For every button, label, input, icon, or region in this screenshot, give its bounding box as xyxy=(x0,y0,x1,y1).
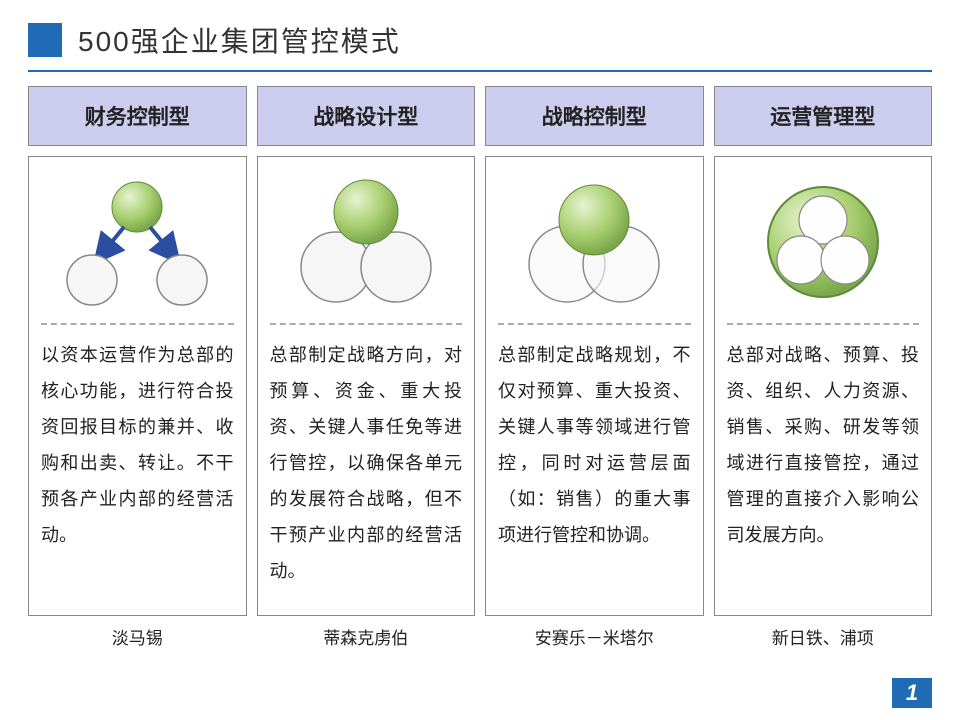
column-header: 战略设计型 xyxy=(257,86,476,146)
column-header: 财务控制型 xyxy=(28,86,247,146)
column-example: 淡马锡 xyxy=(28,616,247,649)
column-strategic-control: 战略控制型 xyxy=(485,86,704,649)
column-description: 总部制定战略方向，对预算、资金、重大投资、关键人事任免等进行管控，以确保各单元的… xyxy=(270,337,463,589)
column-description: 总部制定战略规划，不仅对预算、重大投资、关键人事等领域进行管控，同时对运营层面（… xyxy=(498,337,691,553)
column-description: 总部对战略、预算、投资、组织、人力资源、销售、采购、研发等领域进行直接管控，通过… xyxy=(727,337,920,553)
diagram-operational xyxy=(727,167,920,317)
diagram-strategic-design xyxy=(270,167,463,317)
divider xyxy=(270,323,463,325)
divider xyxy=(498,323,691,325)
column-body: 总部制定战略规划，不仅对预算、重大投资、关键人事等领域进行管控，同时对运营层面（… xyxy=(485,156,704,616)
column-header: 战略控制型 xyxy=(485,86,704,146)
diagram-strategic-control xyxy=(498,167,691,317)
column-operational: 运营管理型 xyxy=(714,86,933,649)
divider xyxy=(41,323,234,325)
slide: 500强企业集团管控模式 财务控制型 xyxy=(0,0,960,720)
column-strategic-design: 战略设计型 xyxy=(257,86,476,649)
column-example: 蒂森克虏伯 xyxy=(257,616,476,649)
column-header: 运营管理型 xyxy=(714,86,933,146)
slide-title: 500强企业集团管控模式 xyxy=(78,20,401,60)
columns-container: 财务控制型 xyxy=(28,86,932,649)
diagram-financial xyxy=(41,167,234,317)
title-row: 500强企业集团管控模式 xyxy=(28,20,932,72)
page-number: 1 xyxy=(892,678,932,708)
column-financial: 财务控制型 xyxy=(28,86,247,649)
column-description: 以资本运营作为总部的核心功能，进行符合投资回报目标的兼并、收购和出卖、转让。不干… xyxy=(41,337,234,553)
column-body: 总部对战略、预算、投资、组织、人力资源、销售、采购、研发等领域进行直接管控，通过… xyxy=(714,156,933,616)
column-body: 总部制定战略方向，对预算、资金、重大投资、关键人事任免等进行管控，以确保各单元的… xyxy=(257,156,476,616)
divider xyxy=(727,323,920,325)
title-accent-box xyxy=(28,23,62,57)
column-example: 新日铁、浦项 xyxy=(714,616,933,649)
column-body: 以资本运营作为总部的核心功能，进行符合投资回报目标的兼并、收购和出卖、转让。不干… xyxy=(28,156,247,616)
column-example: 安赛乐－米塔尔 xyxy=(485,616,704,649)
